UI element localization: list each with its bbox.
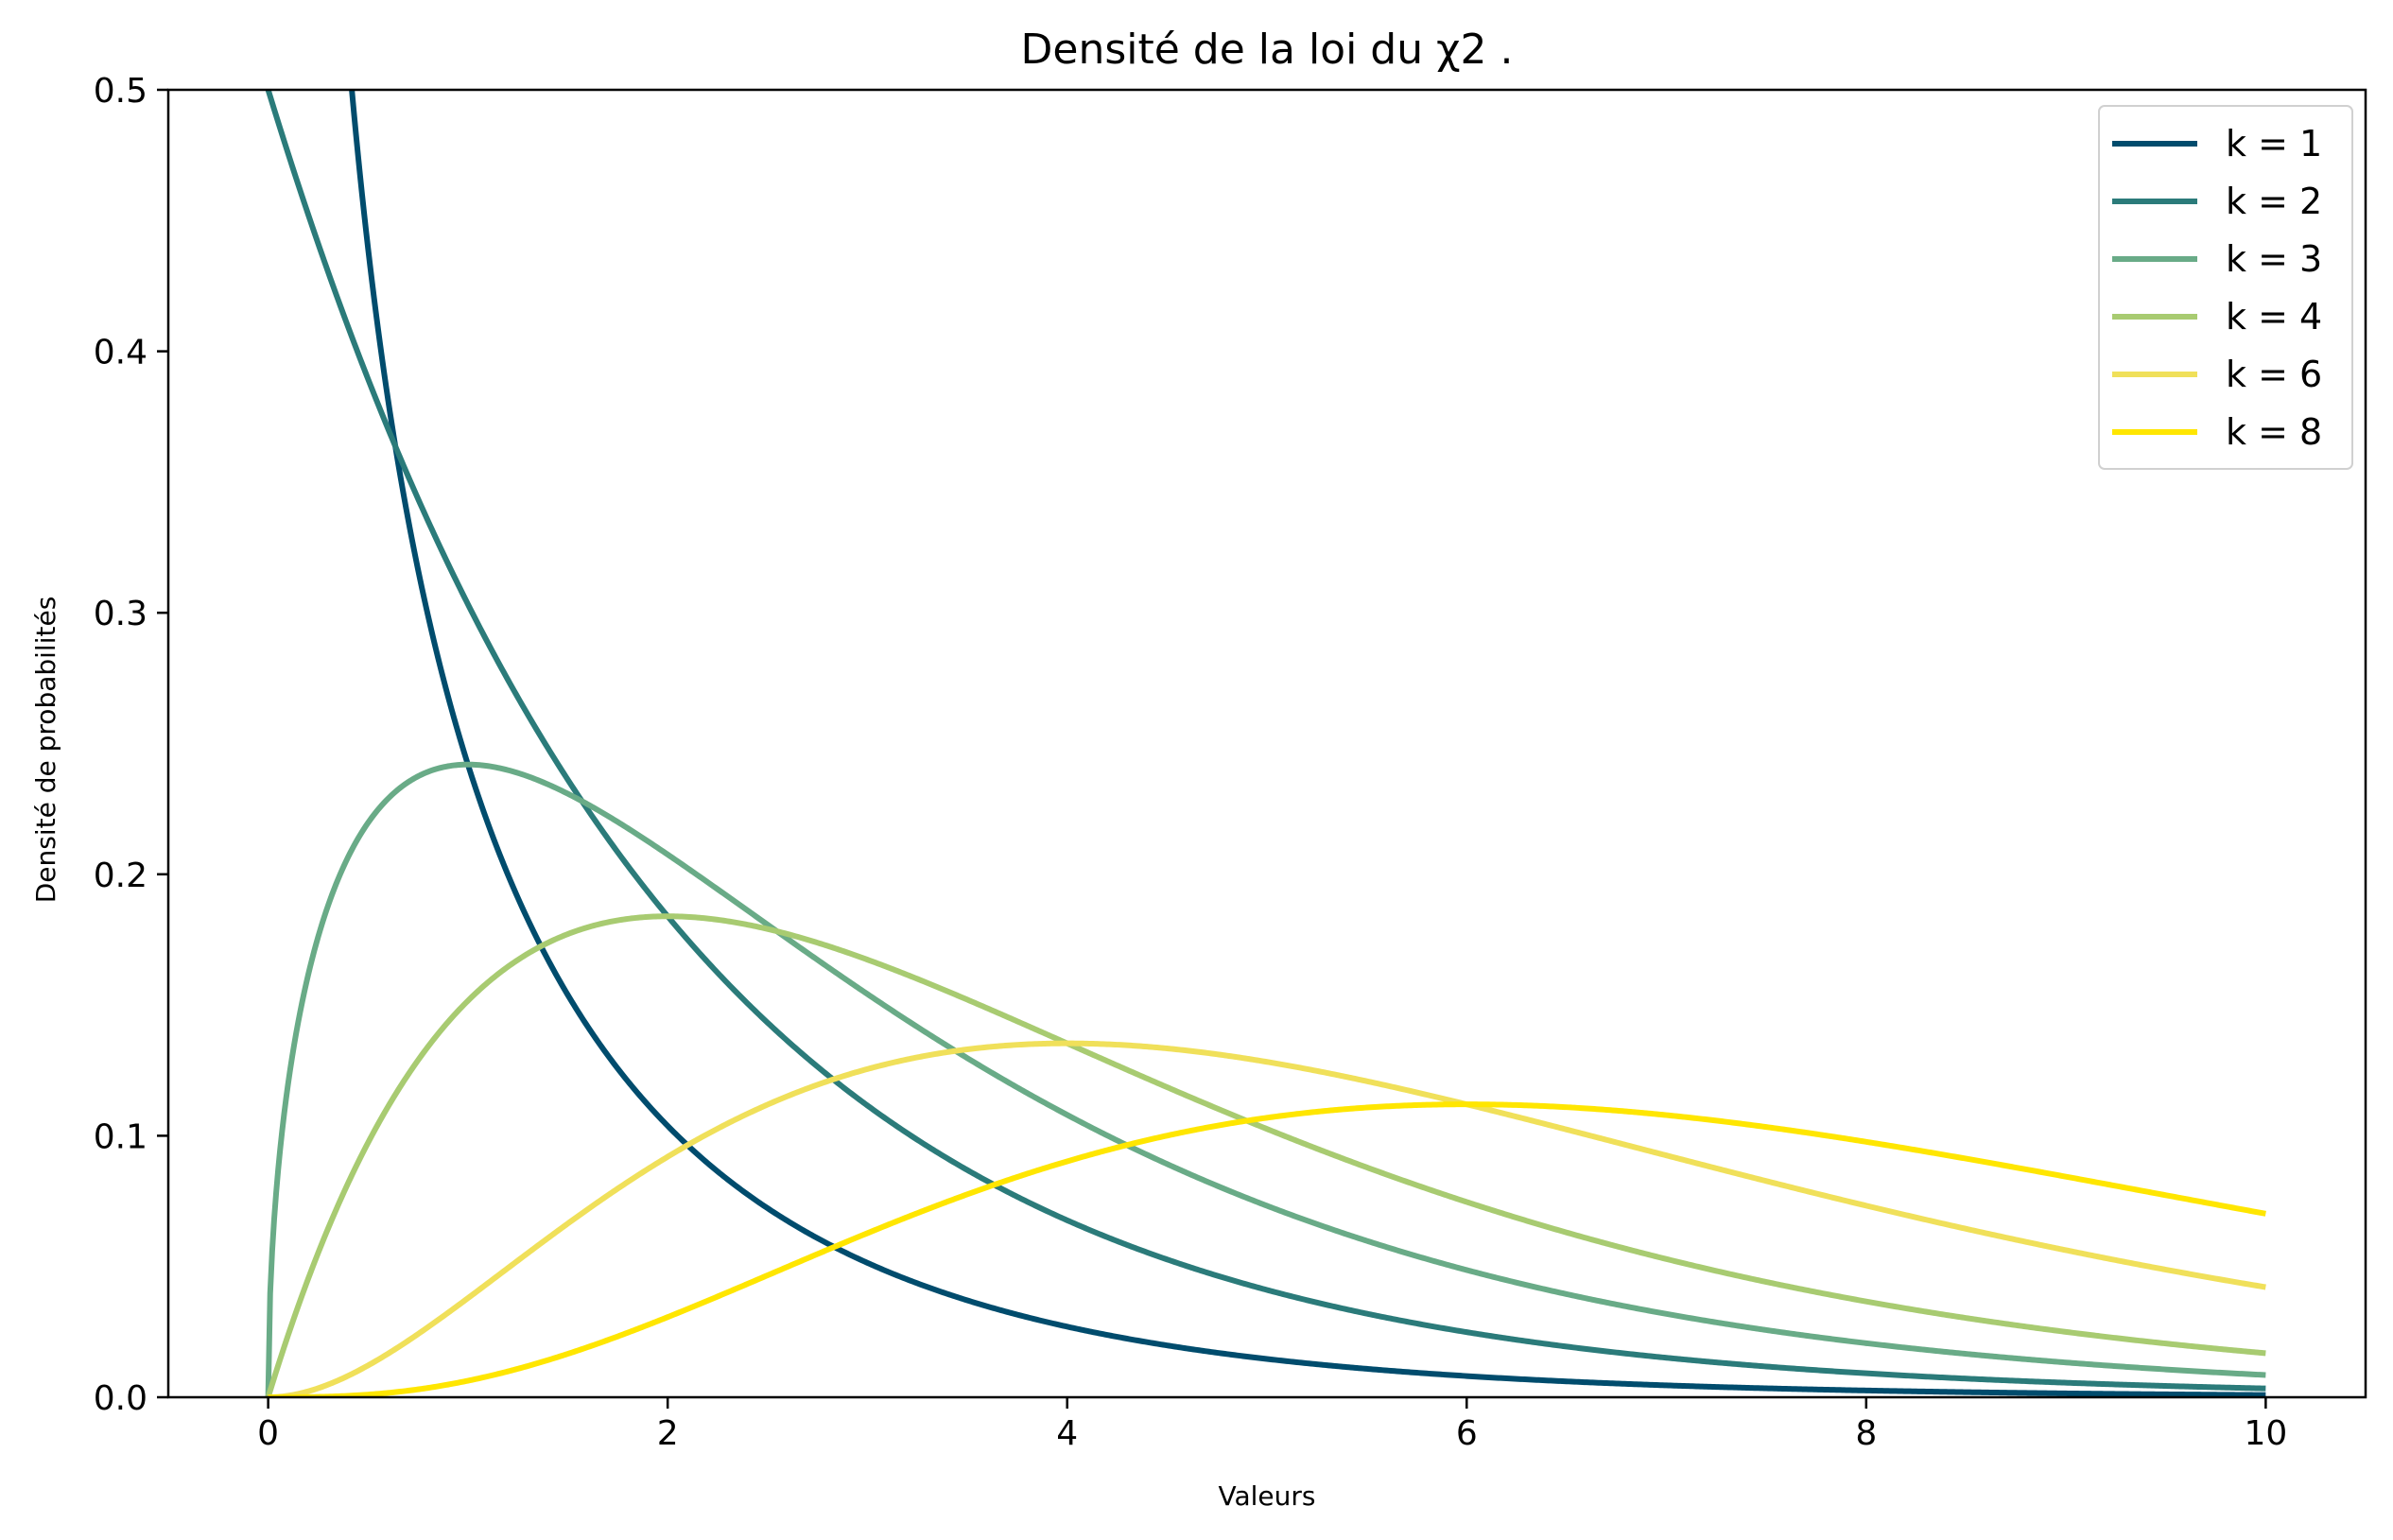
- x-tick-label: 6: [1456, 1414, 1478, 1453]
- x-tick-label: 8: [1855, 1414, 1877, 1453]
- x-tick-label: 10: [2244, 1414, 2287, 1453]
- legend-label-k4: k = 4: [2226, 296, 2322, 337]
- series-line-k3: [265, 761, 2267, 1397]
- y-tick-label: 0.5: [94, 72, 147, 111]
- series-line-k2: [265, 90, 2267, 1392]
- series-line-k1: [349, 90, 2267, 1397]
- y-tick-label: 0.1: [94, 1117, 147, 1156]
- plot-frame: [166, 88, 2367, 1399]
- legend-label-k1: k = 1: [2226, 123, 2322, 164]
- axes-group: 0 2 4 6 8 10 0.0 0.1 0.2 0.3 0.4 0.5: [94, 72, 2367, 1453]
- y-tick-label: 0.0: [94, 1379, 147, 1418]
- y-tick-label: 0.2: [94, 857, 147, 895]
- series-group: [265, 90, 2267, 1397]
- series-line-k8: [267, 1101, 2267, 1397]
- y-tick-label: 0.3: [94, 595, 147, 633]
- legend-label-k3: k = 3: [2226, 238, 2322, 280]
- x-tick-label: 4: [1056, 1414, 1078, 1453]
- chart-title: Densité de la loi du χ2 .: [1021, 26, 1514, 74]
- legend-label-k2: k = 2: [2226, 181, 2322, 222]
- series-line-k6: [267, 1040, 2267, 1397]
- legend-box: [2098, 105, 2353, 470]
- legend-label-k8: k = 8: [2226, 411, 2322, 453]
- series-line-k4: [265, 913, 2267, 1397]
- x-axis-label: Valeurs: [1219, 1480, 1316, 1512]
- y-axis-label: Densité de probabilités: [30, 597, 61, 904]
- series-clip-group: [265, 90, 2267, 1397]
- x-tick-label: 2: [657, 1414, 679, 1453]
- legend: k = 1 k = 2 k = 3 k = 4 k = 6 k = 8: [2098, 105, 2353, 470]
- y-tick-label: 0.4: [94, 334, 147, 372]
- legend-label-k6: k = 6: [2226, 354, 2322, 395]
- x-tick-label: 0: [257, 1414, 279, 1453]
